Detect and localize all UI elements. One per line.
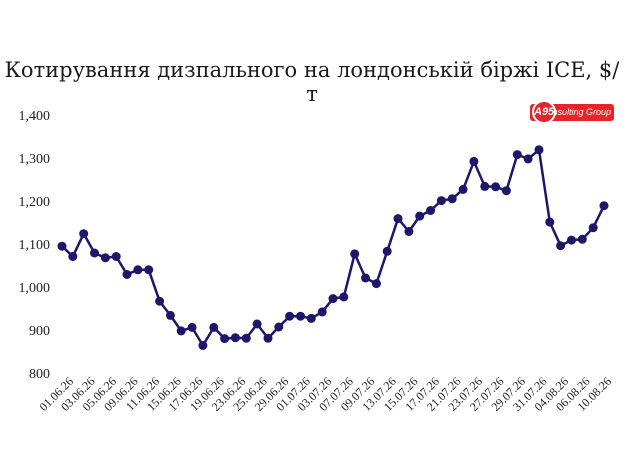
data-point (317, 307, 327, 317)
data-point (436, 196, 446, 206)
logo-mark: A95 (532, 100, 556, 124)
data-point (165, 310, 175, 320)
y-tick-label: 1,000 (19, 281, 51, 296)
data-point (447, 194, 457, 204)
data-point (90, 248, 99, 258)
data-point (328, 294, 338, 304)
data-point (350, 249, 360, 259)
data-point (371, 279, 381, 289)
data-point (480, 181, 490, 191)
data-point (577, 234, 587, 244)
y-tick-label: 900 (29, 324, 50, 339)
data-point (100, 253, 110, 263)
data-point (491, 182, 501, 192)
data-point (296, 311, 305, 321)
y-tick-label: 1,200 (19, 195, 51, 210)
data-point (382, 246, 392, 256)
data-point (567, 235, 576, 245)
data-point (588, 223, 598, 233)
data-point (68, 252, 78, 261)
data-point (144, 265, 154, 275)
data-point (57, 241, 67, 251)
data-point (220, 334, 230, 344)
data-point (523, 154, 533, 164)
chart-title: Котирування дизпального на лондонській б… (4, 58, 620, 106)
data-point (415, 211, 425, 221)
data-point (426, 206, 436, 215)
data-point (361, 273, 370, 283)
data-point (230, 333, 240, 343)
data-point (556, 241, 566, 251)
data-point (545, 217, 555, 227)
data-point (241, 333, 251, 343)
y-axis: 800 900 1,000 1,100 1,200 1,300 1,400 (19, 109, 51, 382)
data-point (306, 313, 316, 323)
data-point (458, 184, 468, 194)
y-tick-label: 1,100 (19, 238, 51, 253)
data-point (599, 201, 609, 211)
data-point (285, 311, 295, 321)
data-point (393, 214, 403, 224)
data-point (111, 252, 121, 261)
x-axis: 01.06.2603.06.2605.06.2609.06.2611.06.26… (37, 374, 615, 414)
company-logo: Consulting Group A95 (530, 100, 614, 126)
data-point (339, 292, 349, 302)
data-point (187, 322, 197, 332)
y-tick-label: 1,400 (19, 109, 51, 124)
series-group (57, 145, 609, 350)
data-point (133, 265, 143, 275)
y-tick-label: 800 (29, 367, 50, 382)
data-point (263, 333, 273, 343)
data-point (512, 150, 522, 160)
data-point (534, 145, 544, 155)
series-line (61, 148, 606, 347)
data-point (404, 227, 414, 236)
data-point (155, 296, 165, 306)
data-point (501, 186, 511, 196)
data-point (176, 326, 186, 336)
data-point (252, 319, 262, 329)
data-point (122, 270, 132, 279)
y-tick-label: 1,300 (19, 152, 51, 167)
data-point (469, 156, 479, 166)
data-point (274, 322, 284, 332)
data-point (209, 322, 219, 332)
data-point (79, 229, 89, 239)
data-point (198, 341, 208, 350)
